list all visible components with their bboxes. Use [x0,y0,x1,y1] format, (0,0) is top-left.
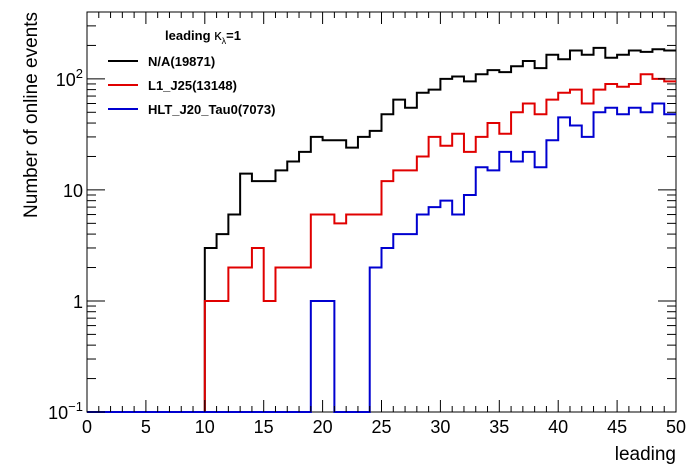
series-line-2 [87,73,676,413]
legend-header-tail: =1 [226,28,241,43]
y-tick-label-base: 10 [48,403,68,423]
y-tick-label: 1 [73,292,83,312]
x-tick-label: 40 [548,417,568,437]
series-line-1 [87,46,676,413]
legend-entry-3: HLT_J20_Tau0(7073) [148,102,275,117]
x-axis-title: leading [615,444,676,465]
y-tick-label-exponent: −1 [68,399,83,414]
x-tick-label: 20 [313,417,333,437]
legend-header-kappa: κ [214,27,222,44]
x-tick-label: 30 [430,417,450,437]
y-tick-label: 102 [56,66,83,90]
legend-header: leading κλ=1 [165,27,241,46]
x-tick-label: 50 [666,417,686,437]
y-tick-label-exponent: 2 [76,66,83,81]
legend: leading κλ=1 N/A(19871) L1_J25(13148) HLT_… [108,27,275,117]
x-tick-label: 45 [607,417,627,437]
x-tick-label: 0 [82,417,92,437]
y-tick-label: 10 [63,181,83,201]
legend-entry-1: N/A(19871) [148,54,215,69]
legend-entry-2: L1_J25(13148) [148,78,237,93]
y-tick-label-base: 10 [56,70,76,90]
x-tick-label: 15 [254,417,274,437]
y-axis-title: Number of online events [21,12,42,218]
x-tick-label: 5 [141,417,151,437]
series-line-3 [87,102,676,413]
x-tick-label: 35 [489,417,509,437]
x-tick-label: 25 [371,417,391,437]
y-tick-label: 10−1 [48,399,83,423]
legend-header-word: leading [165,28,214,43]
legend-header-sub: λ [222,36,227,46]
x-tick-label: 10 [195,417,215,437]
series-layer [87,46,676,413]
